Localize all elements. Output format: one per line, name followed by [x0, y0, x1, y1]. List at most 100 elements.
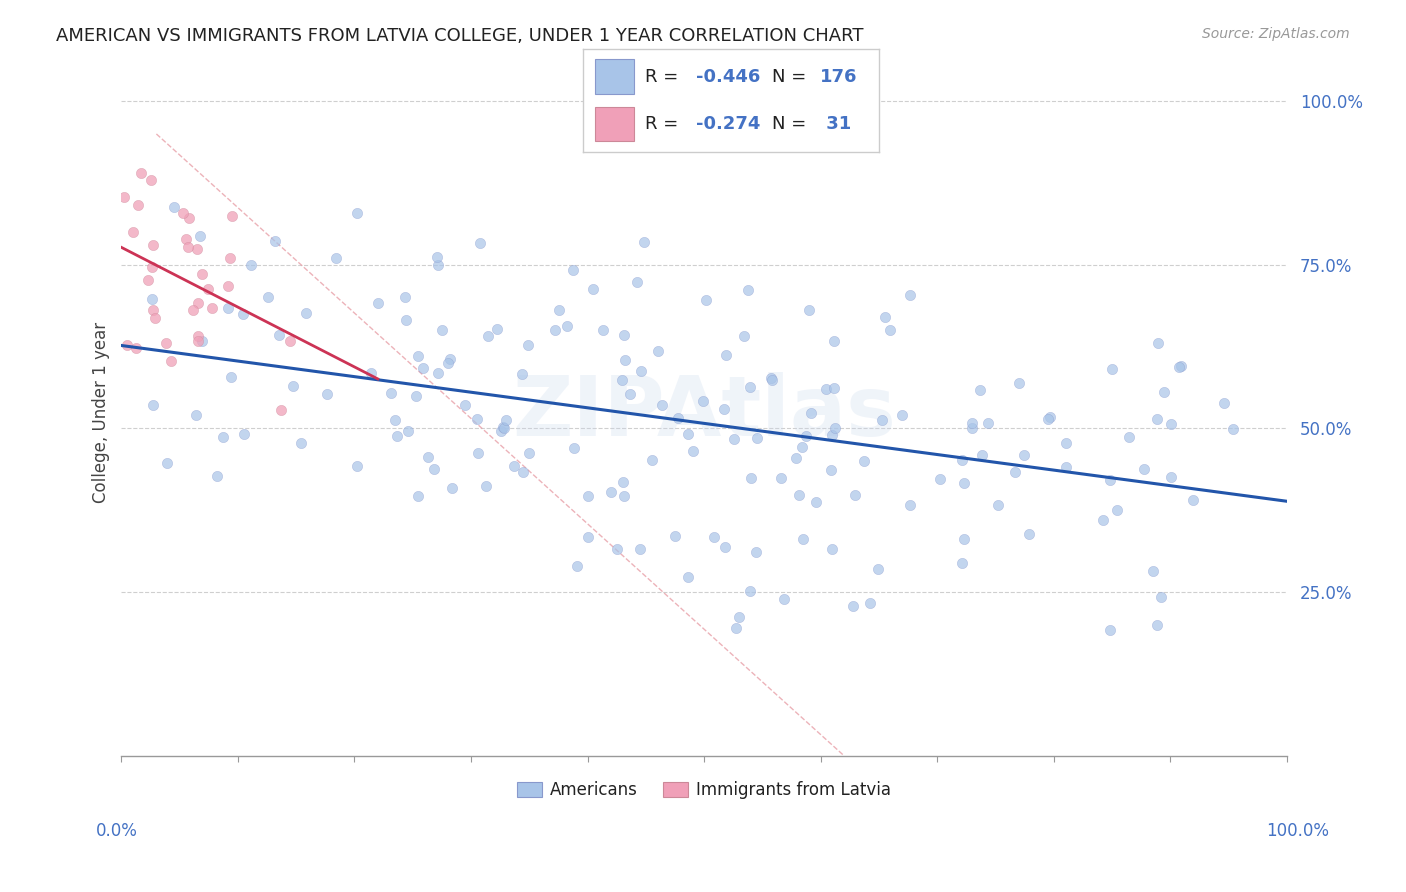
Point: [727, 610, 749, 624]
Point: [745, 431, 768, 445]
Point: [557, 318, 579, 333]
Point: [879, 323, 901, 337]
Point: [491, 424, 513, 438]
Legend: Americans, Immigrants from Latvia: Americans, Immigrants from Latvia: [510, 774, 898, 805]
Point: [191, 267, 214, 281]
Point: [468, 235, 491, 250]
Point: [186, 242, 208, 256]
Point: [1036, 412, 1059, 426]
Point: [785, 450, 807, 465]
Point: [290, 436, 312, 450]
Point: [122, 225, 145, 239]
Point: [789, 488, 811, 502]
Point: [187, 296, 209, 310]
Point: [1018, 527, 1040, 541]
Point: [676, 427, 699, 442]
Point: [740, 583, 762, 598]
Point: [562, 441, 585, 455]
Point: [264, 234, 287, 248]
Point: [1101, 362, 1123, 376]
Point: [804, 494, 827, 508]
Point: [270, 403, 292, 417]
Point: [738, 379, 761, 393]
Point: [713, 402, 735, 417]
Point: [181, 302, 204, 317]
Text: AMERICAN VS IMMIGRANTS FROM LATVIA COLLEGE, UNDER 1 YEAR CORRELATION CHART: AMERICAN VS IMMIGRANTS FROM LATVIA COLLE…: [56, 27, 863, 45]
Point: [467, 446, 489, 460]
Point: [141, 292, 163, 306]
Point: [952, 532, 974, 546]
Point: [426, 258, 449, 272]
Point: [177, 211, 200, 226]
Text: -0.446: -0.446: [696, 68, 761, 86]
Point: [561, 262, 583, 277]
Point: [1004, 466, 1026, 480]
Point: [240, 259, 263, 273]
Point: [759, 371, 782, 385]
Point: [950, 556, 973, 570]
Point: [360, 366, 382, 380]
Point: [898, 287, 921, 301]
Point: [1091, 513, 1114, 527]
Point: [626, 276, 648, 290]
Text: N =: N =: [772, 68, 813, 86]
Text: 31: 31: [820, 115, 851, 133]
Point: [396, 425, 419, 439]
Point: [824, 421, 846, 435]
Point: [232, 427, 254, 442]
Point: [703, 530, 725, 544]
Point: [495, 413, 517, 427]
Point: [678, 570, 700, 584]
Point: [387, 428, 409, 442]
Point: [859, 596, 882, 610]
Point: [219, 370, 242, 384]
Point: [191, 334, 214, 349]
Point: [866, 561, 889, 575]
Point: [969, 384, 991, 398]
Point: [188, 228, 211, 243]
Point: [475, 479, 498, 493]
Point: [612, 373, 634, 387]
Point: [567, 559, 589, 574]
Point: [1160, 470, 1182, 484]
Point: [295, 306, 318, 320]
Point: [628, 542, 651, 557]
Point: [682, 443, 704, 458]
Point: [1181, 492, 1204, 507]
Point: [619, 386, 641, 401]
Point: [219, 251, 242, 265]
Point: [201, 301, 224, 316]
Point: [430, 323, 453, 337]
Point: [115, 338, 138, 352]
Point: [492, 419, 515, 434]
Point: [873, 310, 896, 324]
Point: [630, 364, 652, 378]
Point: [380, 386, 402, 401]
Point: [820, 542, 842, 557]
Point: [1146, 412, 1168, 426]
Point: [186, 408, 208, 422]
Point: [987, 498, 1010, 512]
Point: [960, 421, 983, 435]
Point: [692, 394, 714, 409]
Point: [929, 472, 952, 486]
Point: [1146, 618, 1168, 632]
Point: [797, 303, 820, 318]
Point: [950, 453, 973, 467]
Point: [485, 322, 508, 336]
Point: [1132, 462, 1154, 476]
Point: [1056, 435, 1078, 450]
Point: [723, 432, 745, 446]
Text: 0.0%: 0.0%: [96, 822, 138, 840]
Point: [406, 349, 429, 363]
Point: [139, 173, 162, 187]
Point: [600, 484, 623, 499]
Point: [217, 279, 239, 293]
FancyBboxPatch shape: [595, 106, 634, 141]
Point: [267, 327, 290, 342]
Point: [548, 302, 571, 317]
Point: [405, 389, 427, 403]
Point: [155, 336, 177, 351]
Point: [517, 338, 540, 352]
Text: ZIPAtlas: ZIPAtlas: [512, 372, 896, 452]
